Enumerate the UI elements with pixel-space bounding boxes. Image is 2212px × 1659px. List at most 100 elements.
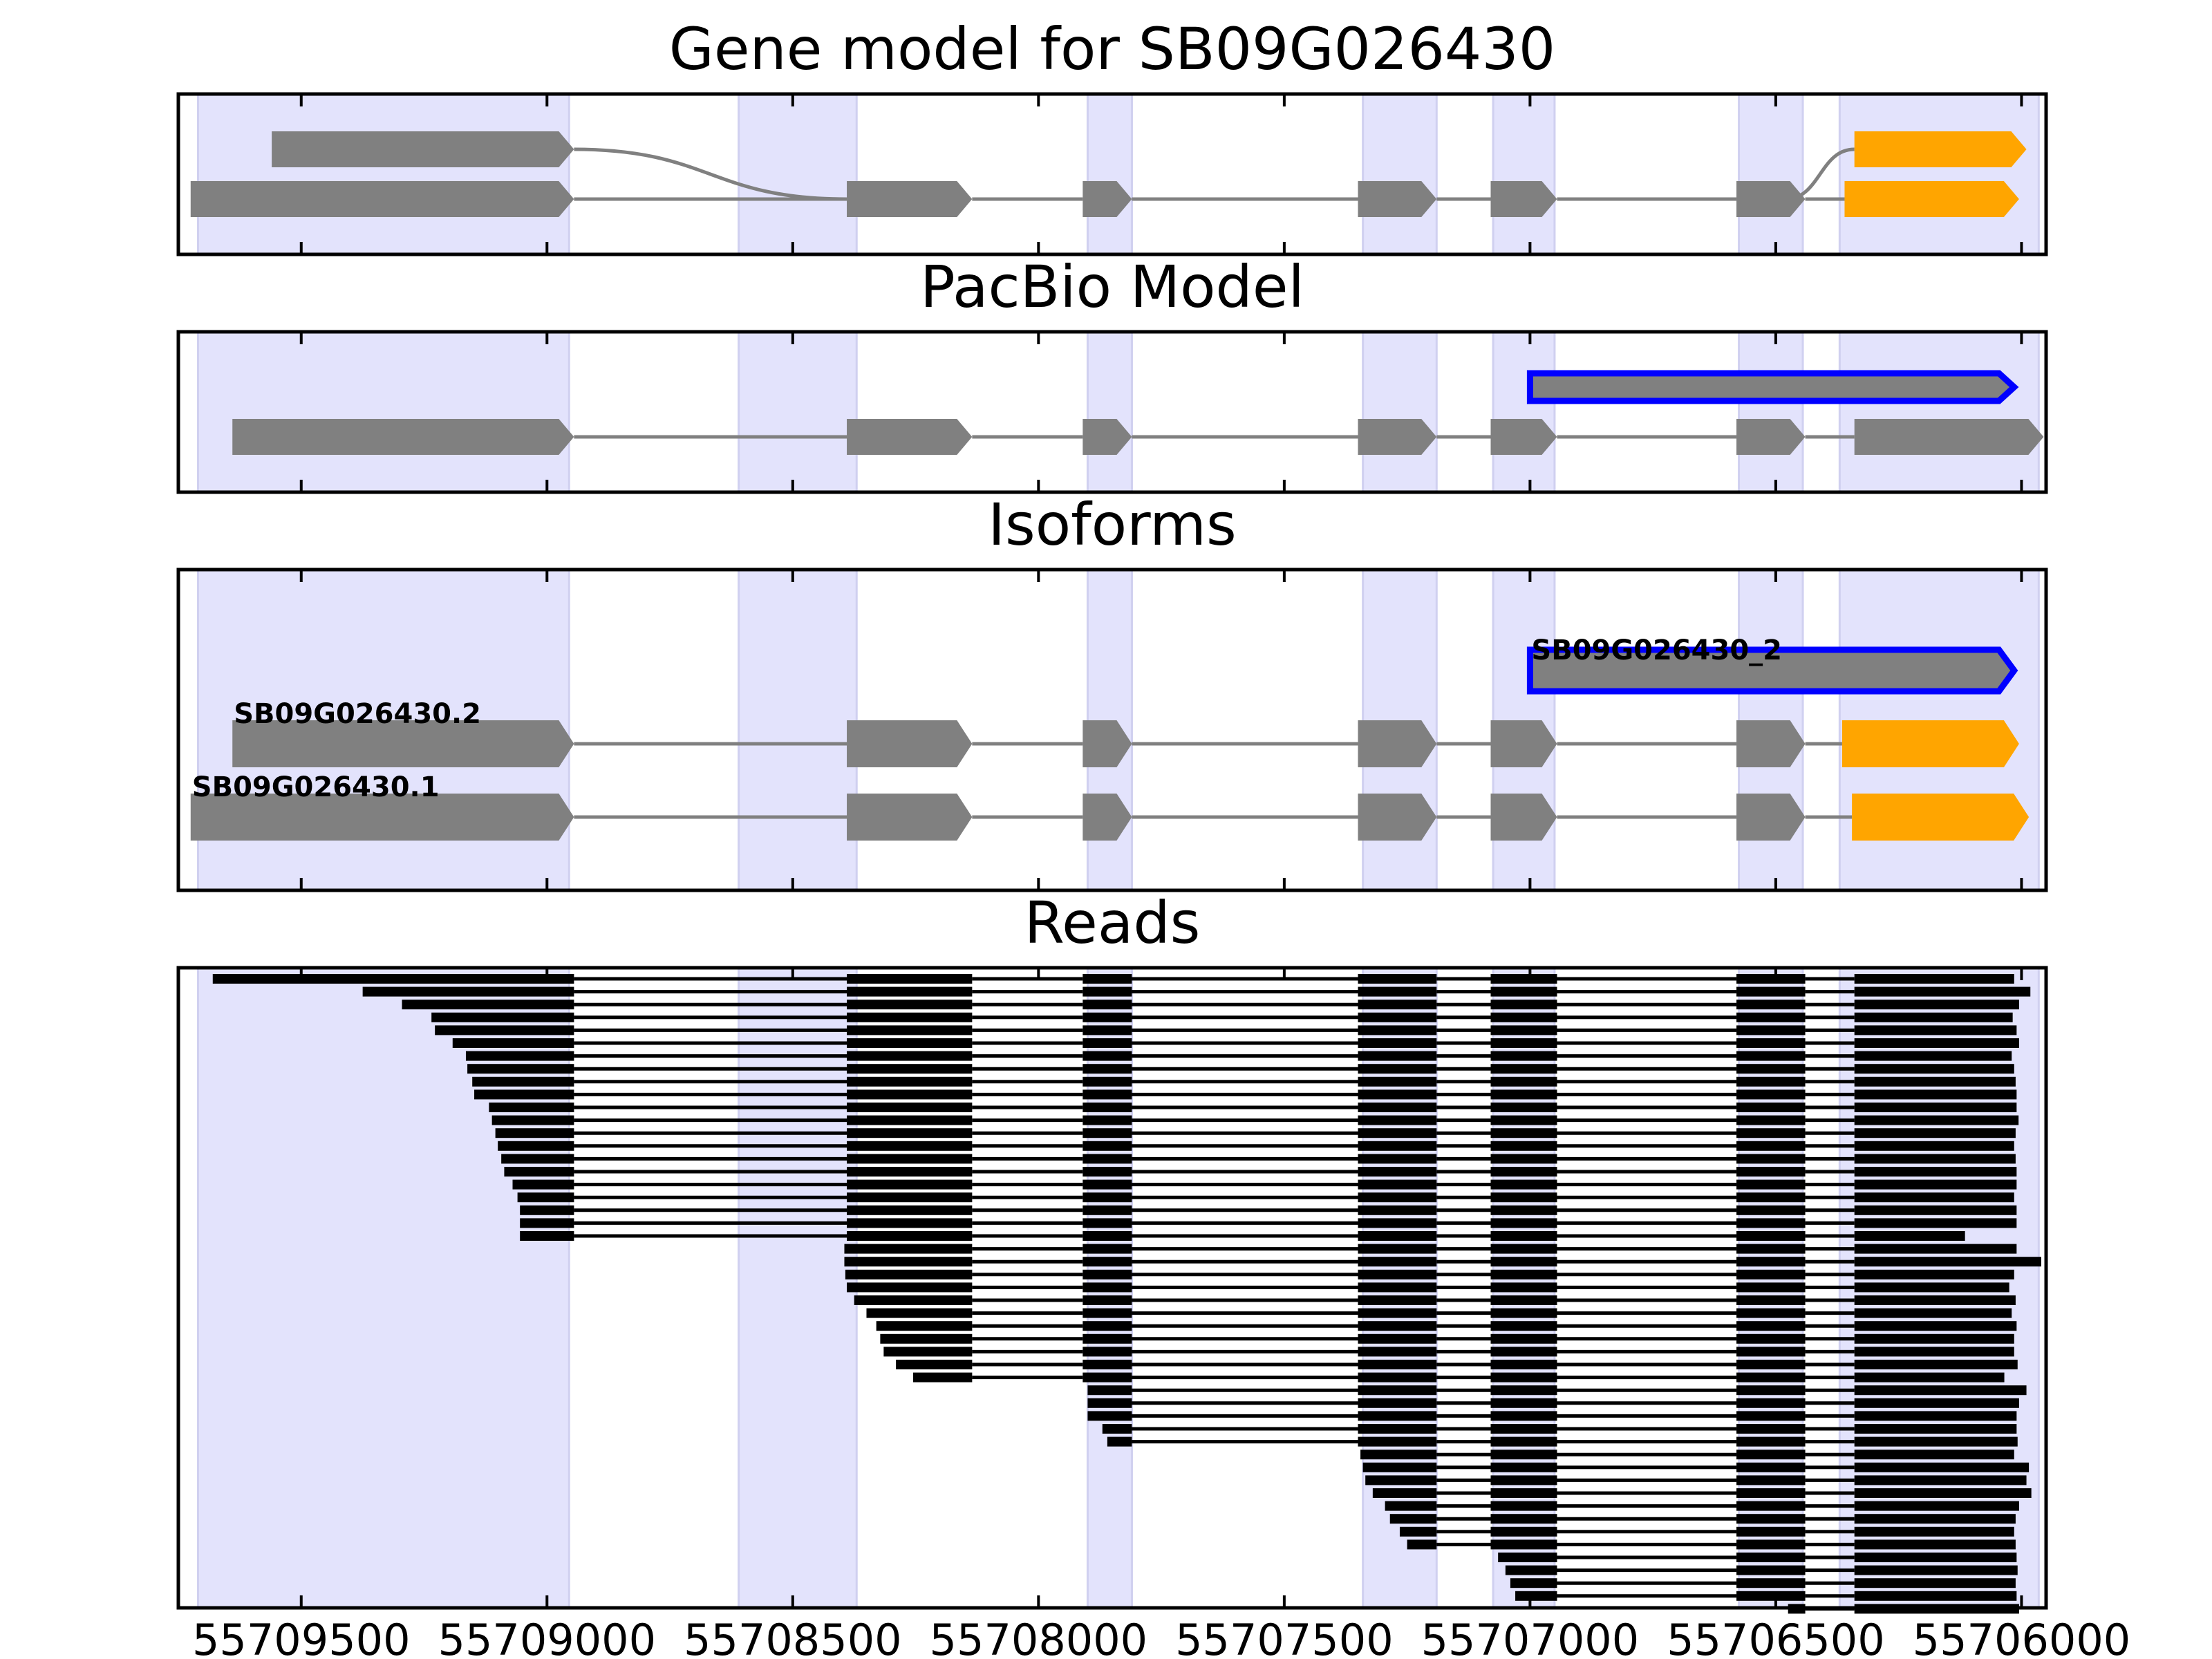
x-tick-label: 55708000 [930, 1615, 1148, 1659]
read-exon-block [1736, 1012, 1806, 1022]
read-exon-block [1736, 1591, 1806, 1601]
read-exon-block [1082, 1308, 1132, 1318]
read-exon-block [498, 1141, 574, 1151]
read-exon-block [1854, 1141, 2014, 1151]
panel-title: PacBio Model [920, 253, 1304, 321]
read-exon-block [1082, 1218, 1132, 1228]
read-exon-block [1372, 1488, 1437, 1498]
utr-exon-arrow [1844, 181, 2019, 217]
read-exon-block [1490, 1295, 1557, 1305]
read-exon-block [1358, 1218, 1437, 1228]
read-exon-block [1490, 1436, 1557, 1447]
read-exon-block [1358, 1308, 1437, 1318]
exon-arrow [232, 419, 574, 455]
read-exon-block [847, 1025, 973, 1035]
read-exon-block [1358, 1064, 1437, 1074]
read-exon-block [847, 1012, 973, 1022]
read-exon-block [1365, 1475, 1437, 1485]
read-exon-block [1854, 1103, 2017, 1112]
read-exon-block [1736, 1128, 1806, 1138]
read-exon-block [847, 1167, 973, 1177]
panel-reads: Reads [176, 889, 2048, 1614]
read-exon-block [1358, 1385, 1437, 1396]
read-exon-block [1082, 1269, 1132, 1280]
exon-region-band [196, 330, 570, 494]
read-exon-block [1854, 1565, 2018, 1575]
exon-region-band [1838, 330, 2040, 494]
read-exon-block [1082, 1141, 1132, 1151]
read-exon-block [452, 1038, 574, 1048]
read-exon-block [1082, 1360, 1132, 1369]
read-exon-block [1736, 1179, 1806, 1190]
x-tick-label: 55707000 [1421, 1615, 1640, 1659]
read-exon-block [1358, 1089, 1437, 1100]
exon-arrow [190, 181, 574, 217]
isoform-label: SB09G026430.1 [192, 771, 440, 803]
read-exon-block [1736, 1115, 1806, 1125]
read-exon-block [1082, 1012, 1132, 1022]
read-exon-block [847, 1282, 973, 1293]
read-exon-block [1736, 1424, 1806, 1434]
read-exon-block [1854, 1475, 2027, 1485]
read-exon-block [1082, 1179, 1132, 1190]
read-exon-block [847, 1051, 973, 1061]
exon-arrow [847, 419, 973, 455]
exon-arrow [847, 720, 973, 767]
read-exon-block [1082, 1321, 1132, 1331]
isoform-label: SB09G026430.2 [234, 698, 481, 730]
exon-arrow [1736, 720, 1806, 767]
exon-arrow [1490, 794, 1557, 841]
read-exon-block [1736, 1089, 1806, 1100]
read-exon-block [1854, 1269, 2014, 1280]
read-exon-block [1082, 1231, 1132, 1241]
read-exon-block [1736, 1308, 1806, 1318]
read-exon-block [1082, 1115, 1132, 1125]
read-exon-block [1358, 1398, 1437, 1408]
read-exon-block [1490, 1539, 1557, 1550]
read-exon-block [1358, 1192, 1437, 1203]
read-exon-block [1736, 1578, 1806, 1588]
read-exon-block [1490, 1154, 1557, 1164]
read-exon-block [1082, 1244, 1132, 1254]
read-exon-block [1854, 1539, 2016, 1550]
read-exon-block [1358, 1257, 1437, 1267]
read-exon-block [1854, 986, 2031, 997]
read-exon-block [465, 1051, 574, 1061]
read-exon-block [517, 1192, 574, 1203]
read-exon-block [847, 1000, 973, 1010]
read-exon-block [467, 1064, 574, 1074]
exon-region-band [1738, 330, 1804, 494]
read-exon-block [1736, 1076, 1806, 1087]
read-exon-block [1490, 1347, 1557, 1357]
utr-exon-arrow [1852, 794, 2030, 841]
exon-arrow [1358, 419, 1437, 455]
read-exon-block [847, 1218, 973, 1228]
panel-frame [176, 330, 2048, 494]
exon-arrow [232, 720, 574, 767]
read-exon-block [1082, 1167, 1132, 1177]
read-exon-block [1854, 1218, 2017, 1228]
read-exon-block [1358, 1128, 1437, 1138]
read-exon-block [1490, 1269, 1557, 1280]
read-exon-block [1082, 1333, 1132, 1344]
read-exon-block [1490, 1000, 1557, 1010]
read-exon-block [1736, 1553, 1806, 1562]
read-exon-block [1358, 1000, 1437, 1010]
read-exon-block [402, 1000, 574, 1010]
panel-title: Gene model for SB09G026430 [669, 15, 1555, 83]
read-exon-block [847, 1103, 973, 1112]
read-exon-block [1358, 1424, 1437, 1434]
read-exon-block [1736, 1450, 1806, 1460]
read-exon-block [212, 974, 574, 984]
read-exon-block [1736, 1000, 1806, 1010]
read-exon-block [845, 1269, 973, 1280]
read-exon-block [1358, 1269, 1437, 1280]
read-exon-block [1082, 1282, 1132, 1293]
read-exon-block [1358, 1205, 1437, 1215]
read-exon-block [1490, 1462, 1557, 1472]
read-exon-block [1505, 1565, 1557, 1575]
read-exon-block [847, 1154, 973, 1164]
panel-isoforms: SB09G026430_2 SB09G026430.2 SB09G026430.1 I… [176, 491, 2048, 892]
panel-gene-model: Gene model for SB09G026430 [176, 15, 2048, 256]
panel-pacbio-model: PacBio Model [176, 253, 2048, 494]
